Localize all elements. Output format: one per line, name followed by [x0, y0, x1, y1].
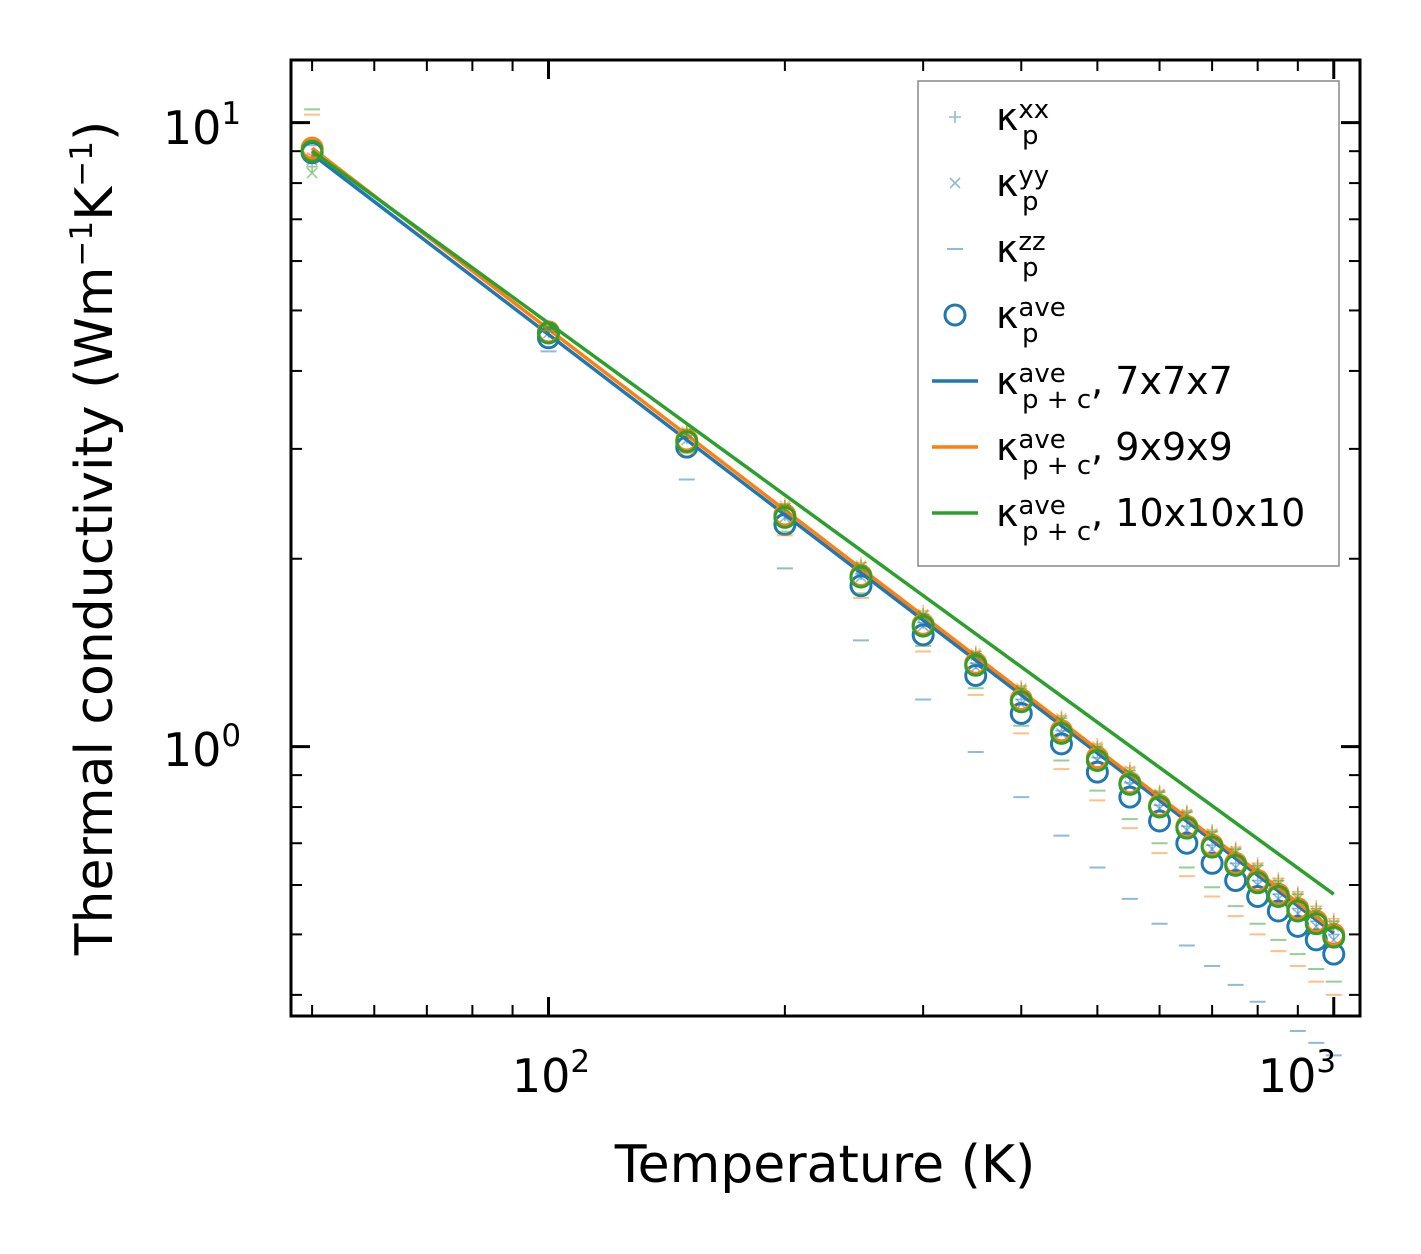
kp-ave-7x7x7-400 — [1009, 701, 1033, 725]
x-tick-label-1000: 103 — [1258, 1044, 1336, 1103]
legend: κxx p κyy p κzz p κave p κave p + c, 7x7x7 κa… — [917, 80, 1340, 567]
legend-marker-circle — [943, 303, 967, 327]
kp-ave-10x10x10-800 — [1246, 871, 1270, 895]
y-axis-label: Thermal conductivity (Wm−1K−1) — [64, 121, 125, 957]
x-axis-label: Temperature (K) — [614, 1135, 1036, 1195]
kp-ave-7x7x7-750 — [1224, 869, 1248, 893]
legend-plus-glyph — [949, 111, 961, 123]
kp-ave-10x10x10-500 — [1085, 748, 1109, 772]
legend-entry-kp-xx: κxx p — [949, 95, 1049, 151]
kp-yy-7x7x7-350 — [970, 661, 982, 673]
kp-ave-7x7x7-450 — [1049, 732, 1073, 756]
legend-entry-kpc-7x7x7: κave p + c, 7x7x7 — [932, 359, 1233, 415]
kp-xx-7x7x7-1000 — [1327, 928, 1340, 941]
legend-circle-glyph — [943, 303, 967, 327]
legend-box — [917, 80, 1340, 567]
kp-ave-10x10x10-700 — [1200, 835, 1224, 859]
kp-yy-10x10x10-50 — [306, 167, 318, 179]
kp-ave-10x10x10-50 — [300, 139, 324, 163]
kp-ave-7x7x7-500 — [1085, 760, 1109, 784]
kp-ave-10x10x10-400 — [1009, 690, 1033, 714]
legend-entry-kp-ave: κave p — [943, 293, 1066, 349]
kp-xx-10x10x10-1000 — [1327, 915, 1340, 928]
kp-ave-7x7x7-250 — [849, 574, 873, 598]
legend-entry-kp-yy: κyy p — [949, 161, 1049, 217]
x-tick-label-100: 102 — [512, 1044, 590, 1103]
kp-ave-10x10x10-950 — [1304, 912, 1328, 936]
kp-ave-10x10x10-100 — [536, 321, 560, 345]
legend-marker-x — [949, 177, 961, 189]
kp-ave-10x10x10-850 — [1266, 885, 1290, 909]
plot-frame — [289, 58, 1362, 1018]
kp-ave-7x7x7-550 — [1118, 785, 1142, 809]
legend-marker-plus — [949, 111, 961, 123]
kp-ave-10x10x10-150 — [675, 430, 699, 454]
kp-ave-10x10x10-250 — [849, 565, 873, 589]
kpc-ave-line-10x10x10 — [311, 149, 1335, 896]
plot-data — [300, 108, 1346, 1057]
axis-ticks — [291, 60, 1360, 1016]
y-tick-label-1: 100 — [163, 718, 241, 777]
kp-ave-10x10x10-750 — [1224, 853, 1248, 877]
kp-ave-7x7x7-350 — [964, 663, 988, 687]
legend-entry-kp-zz: κzz p — [947, 227, 1046, 283]
kp-ave-10x10x10-450 — [1049, 721, 1073, 745]
kp-ave-10x10x10-350 — [964, 653, 988, 677]
kp-ave-10x10x10-900 — [1286, 899, 1310, 923]
legend-x-glyph — [949, 177, 961, 189]
legend-entry-kpc-9x9x9: κave p + c, 9x9x9 — [932, 425, 1233, 481]
kp-ave-10x10x10-200 — [773, 505, 797, 529]
legend-entry-kpc-10x10x10: κave p + c, 10x10x10 — [932, 491, 1305, 547]
kp-ave-10x10x10-650 — [1175, 816, 1199, 840]
kp-ave-10x10x10-600 — [1148, 795, 1172, 819]
series-10x10x10 — [300, 108, 1346, 983]
kp-ave-10x10x10-1000 — [1322, 925, 1346, 949]
kp-xx-10x10x10-350 — [969, 647, 982, 660]
kpc-ave-line-7x7x7 — [311, 152, 1335, 935]
kp-ave-7x7x7-600 — [1148, 809, 1172, 833]
y-tick-label-10: 101 — [163, 96, 241, 155]
kp-ave-10x10x10-550 — [1118, 772, 1142, 796]
kp-xx-10x10x10-300 — [917, 608, 930, 621]
kp-ave-7x7x7-650 — [1175, 831, 1199, 855]
kp-ave-7x7x7-700 — [1200, 851, 1224, 875]
kp-ave-10x10x10-300 — [911, 614, 935, 638]
